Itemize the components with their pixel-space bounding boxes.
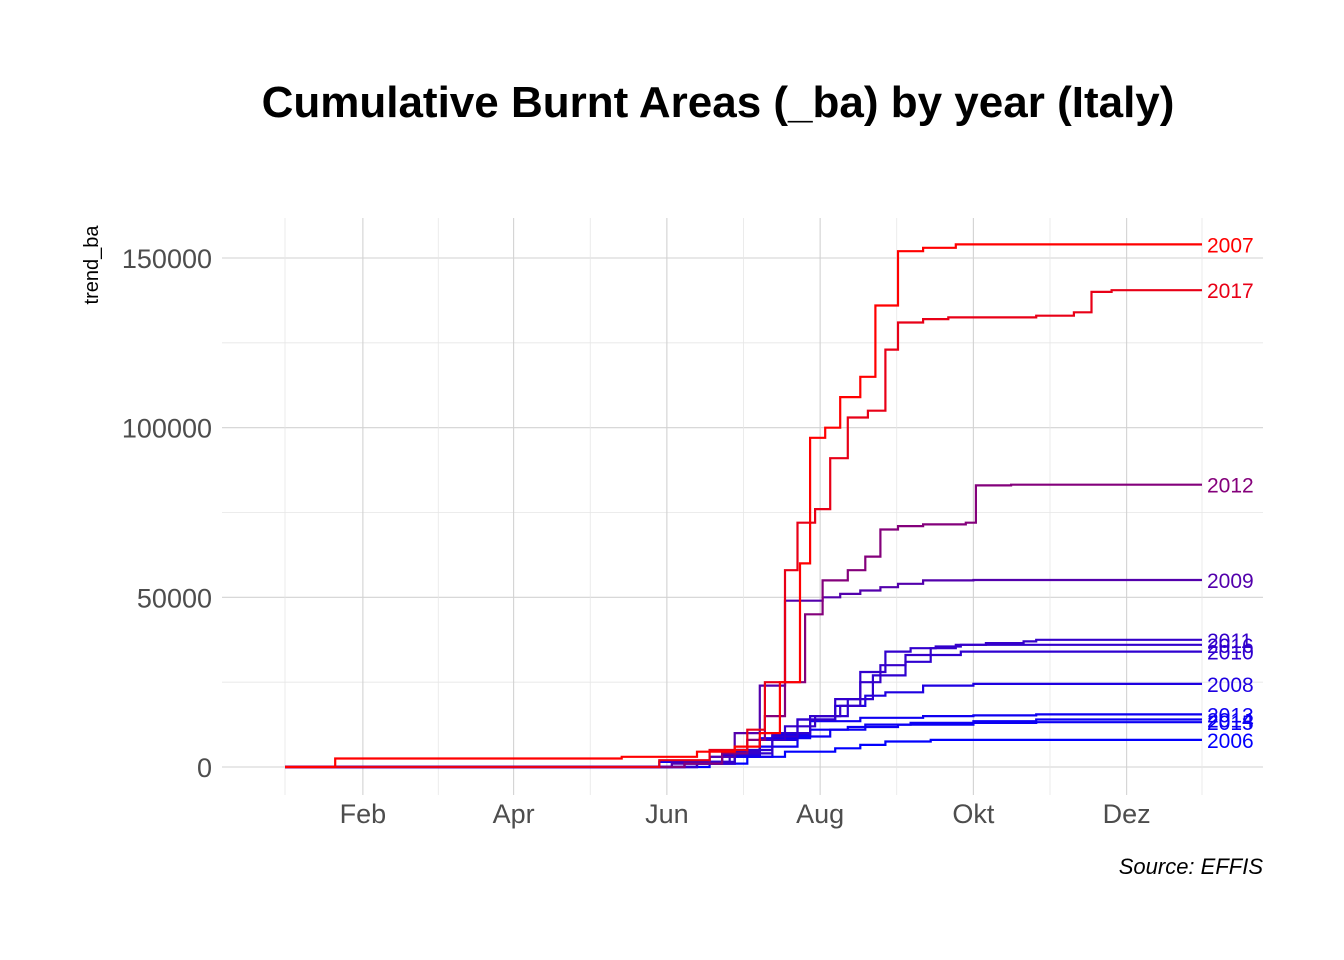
chart-title: Cumulative Burnt Areas (_ba) by year (It… [262,78,1175,127]
x-tick-label: Okt [952,799,995,829]
y-tick-label: 100000 [122,414,212,444]
series-lines [285,243,1202,769]
end-label-2010: 2010 [1207,642,1254,665]
end-label-2013: 2013 [1207,704,1254,727]
series-line-2007 [285,243,1202,769]
x-tick-label: Jun [645,799,689,829]
series-line-2009 [285,578,1202,769]
y-tick-label: 0 [197,753,212,783]
x-tick-label: Apr [493,799,535,829]
end-label-2015: 2015 [1207,712,1254,735]
series-line-2012 [285,483,1202,769]
x-axis-ticks: Feb Apr Jun Aug Okt Dez [340,799,1151,829]
end-label-2012: 2012 [1207,475,1254,498]
end-label-2011: 2011 [1207,630,1252,653]
y-tick-label: 150000 [122,244,212,274]
series-line-2017 [285,289,1202,769]
series-line-2011 [285,638,1202,769]
end-label-2016: 2016 [1207,635,1254,658]
y-tick-label: 50000 [137,583,212,613]
x-tick-label: Dez [1103,799,1151,829]
end-label-2006: 2006 [1207,730,1254,753]
end-label-2008: 2008 [1207,674,1254,697]
y-axis-ticks: 0 50000 100000 150000 [122,244,212,783]
end-label-2017: 2017 [1207,280,1254,303]
x-tick-label: Feb [340,799,387,829]
x-tick-label: Aug [796,799,844,829]
y-axis-label: trend_ba [81,225,103,305]
end-label-2007: 2007 [1207,234,1254,257]
end-label-2014: 2014 [1207,709,1254,732]
grid [222,218,1263,795]
end-label-2009: 2009 [1207,570,1254,593]
caption: Source: EFFIS [1119,854,1264,879]
